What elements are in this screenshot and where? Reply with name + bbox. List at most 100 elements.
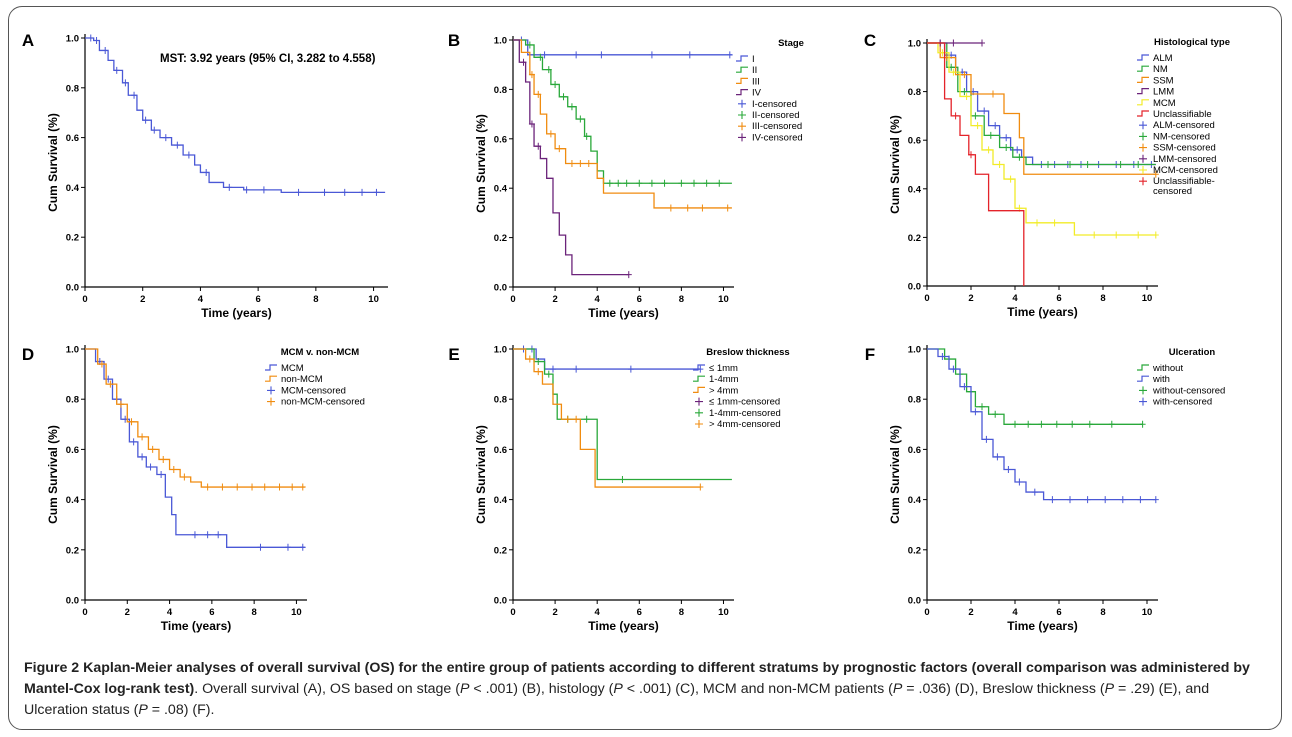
x-tick-label: 2	[140, 294, 145, 305]
km-curve-blue	[513, 348, 701, 370]
legend-label: MCM-censored	[1153, 165, 1218, 176]
panel-letter: D	[22, 345, 34, 364]
censor-mark	[627, 365, 634, 373]
censor-mark	[289, 483, 296, 491]
censor-mark	[547, 130, 554, 138]
censor-mark	[149, 445, 156, 453]
x-tick-label: 2	[552, 607, 557, 618]
censor-mark	[257, 543, 264, 551]
y-tick-label: 0.8	[908, 87, 921, 98]
censor-mark	[987, 131, 994, 139]
x-tick-label: 4	[167, 607, 173, 618]
censor-mark	[716, 179, 723, 187]
censor-mark	[535, 368, 542, 376]
legend-label: II	[752, 65, 757, 76]
figure-panels: A 0.0 0.2 0.4 0.6 0.8 1.0 0 2 4 6 8 10 Time (years) Cu…	[22, 31, 1230, 634]
legend-swatch	[1137, 99, 1149, 106]
censor-mark	[1137, 496, 1144, 504]
censor-mark	[191, 531, 198, 539]
censor-mark	[985, 146, 992, 154]
figure-frame	[8, 6, 1282, 730]
censor-mark	[1139, 420, 1146, 428]
legend-swatch	[1139, 177, 1147, 186]
censor-mark	[961, 383, 968, 391]
x-tick-label: 10	[718, 294, 729, 305]
legend-swatch	[736, 89, 748, 96]
censor-mark	[276, 483, 283, 491]
y-tick-label: 0.4	[908, 184, 922, 195]
censor-mark	[724, 204, 731, 212]
x-tick-label: 10	[1142, 607, 1153, 618]
legend-label: LMM-censored	[1153, 154, 1216, 165]
km-curve-green	[927, 348, 1143, 425]
censor-mark	[128, 418, 135, 426]
censor-mark	[1016, 478, 1023, 486]
x-tick-label: 0	[924, 293, 929, 304]
censor-mark	[170, 465, 177, 473]
censor-mark	[1119, 496, 1126, 504]
panel-e: E 0.0 0.2 0.4 0.6 0.8 1.0 0 2 4 6 8 10 Time (years) Cu…	[448, 345, 789, 634]
legend-label: non-MCM-censored	[281, 397, 365, 408]
legend-label: > 4mm	[709, 385, 738, 396]
censor-mark	[952, 112, 959, 120]
censor-mark	[537, 53, 544, 61]
y-tick-label: 0.6	[494, 134, 507, 145]
censor-mark	[684, 204, 691, 212]
censor-mark	[321, 188, 328, 196]
legend-label: with-censored	[1152, 397, 1212, 408]
legend-label: III-censored	[752, 121, 802, 132]
legend-swatch	[1137, 54, 1149, 61]
x-tick-label: 10	[291, 607, 302, 618]
censor-mark	[204, 531, 211, 539]
legend-swatch	[1137, 375, 1149, 382]
legend-label: SSM	[1153, 75, 1174, 86]
legend-swatch	[1137, 76, 1149, 83]
legend-swatch	[738, 111, 746, 119]
censor-mark	[697, 483, 704, 491]
legend-label: Unclassifiable	[1153, 109, 1212, 120]
legend-swatch	[736, 55, 748, 62]
legend-label: with	[1152, 374, 1170, 385]
censor-mark	[691, 179, 698, 187]
legend-label: LMM	[1153, 87, 1174, 98]
censor-mark	[1049, 496, 1056, 504]
legend-swatch	[1139, 121, 1147, 130]
y-axis-label: Cum Survival (%)	[474, 114, 488, 213]
censor-mark	[341, 188, 348, 196]
caption-part-6: = .036) (D), Breslow thickness (	[902, 681, 1105, 697]
panel-letter: B	[448, 31, 460, 50]
censor-mark	[623, 179, 630, 187]
x-tick-label: 0	[82, 607, 87, 618]
censor-mark	[535, 358, 542, 366]
y-tick-label: 1.0	[66, 34, 79, 45]
legend-swatch	[1139, 132, 1147, 141]
censor-mark	[226, 183, 233, 191]
censor-mark	[234, 483, 241, 491]
censor-mark	[158, 471, 165, 478]
censor-mark	[1152, 170, 1159, 178]
x-tick-label: 0	[82, 294, 87, 305]
legend-swatch	[738, 99, 746, 108]
legend-label: ≤ 1mm	[709, 363, 738, 374]
censor-mark	[1069, 420, 1076, 428]
caption-part-8: = .29) (E), and Ulceration status (	[24, 681, 1210, 718]
censor-mark	[598, 51, 605, 59]
x-axis-label: Time (years)	[201, 306, 271, 320]
figure-caption: Figure 2 Kaplan-Meier analyses of overal…	[24, 658, 1274, 721]
censor-mark	[139, 453, 146, 461]
legend-swatch	[695, 397, 703, 406]
x-tick-label: 6	[1056, 607, 1061, 618]
y-tick-label: 0.6	[494, 445, 507, 456]
y-tick-label: 0.0	[494, 596, 507, 607]
censor-mark	[1007, 175, 1014, 183]
legend-swatch	[1137, 65, 1149, 72]
censor-mark	[1135, 161, 1142, 168]
censor-mark	[1084, 496, 1091, 504]
x-tick-label: 8	[251, 607, 256, 618]
legend-label: IV	[752, 88, 762, 99]
censor-mark	[583, 132, 590, 140]
censor-mark	[98, 360, 105, 368]
censor-mark	[1102, 496, 1109, 504]
censor-mark	[1003, 134, 1010, 142]
censor-mark	[113, 66, 120, 74]
